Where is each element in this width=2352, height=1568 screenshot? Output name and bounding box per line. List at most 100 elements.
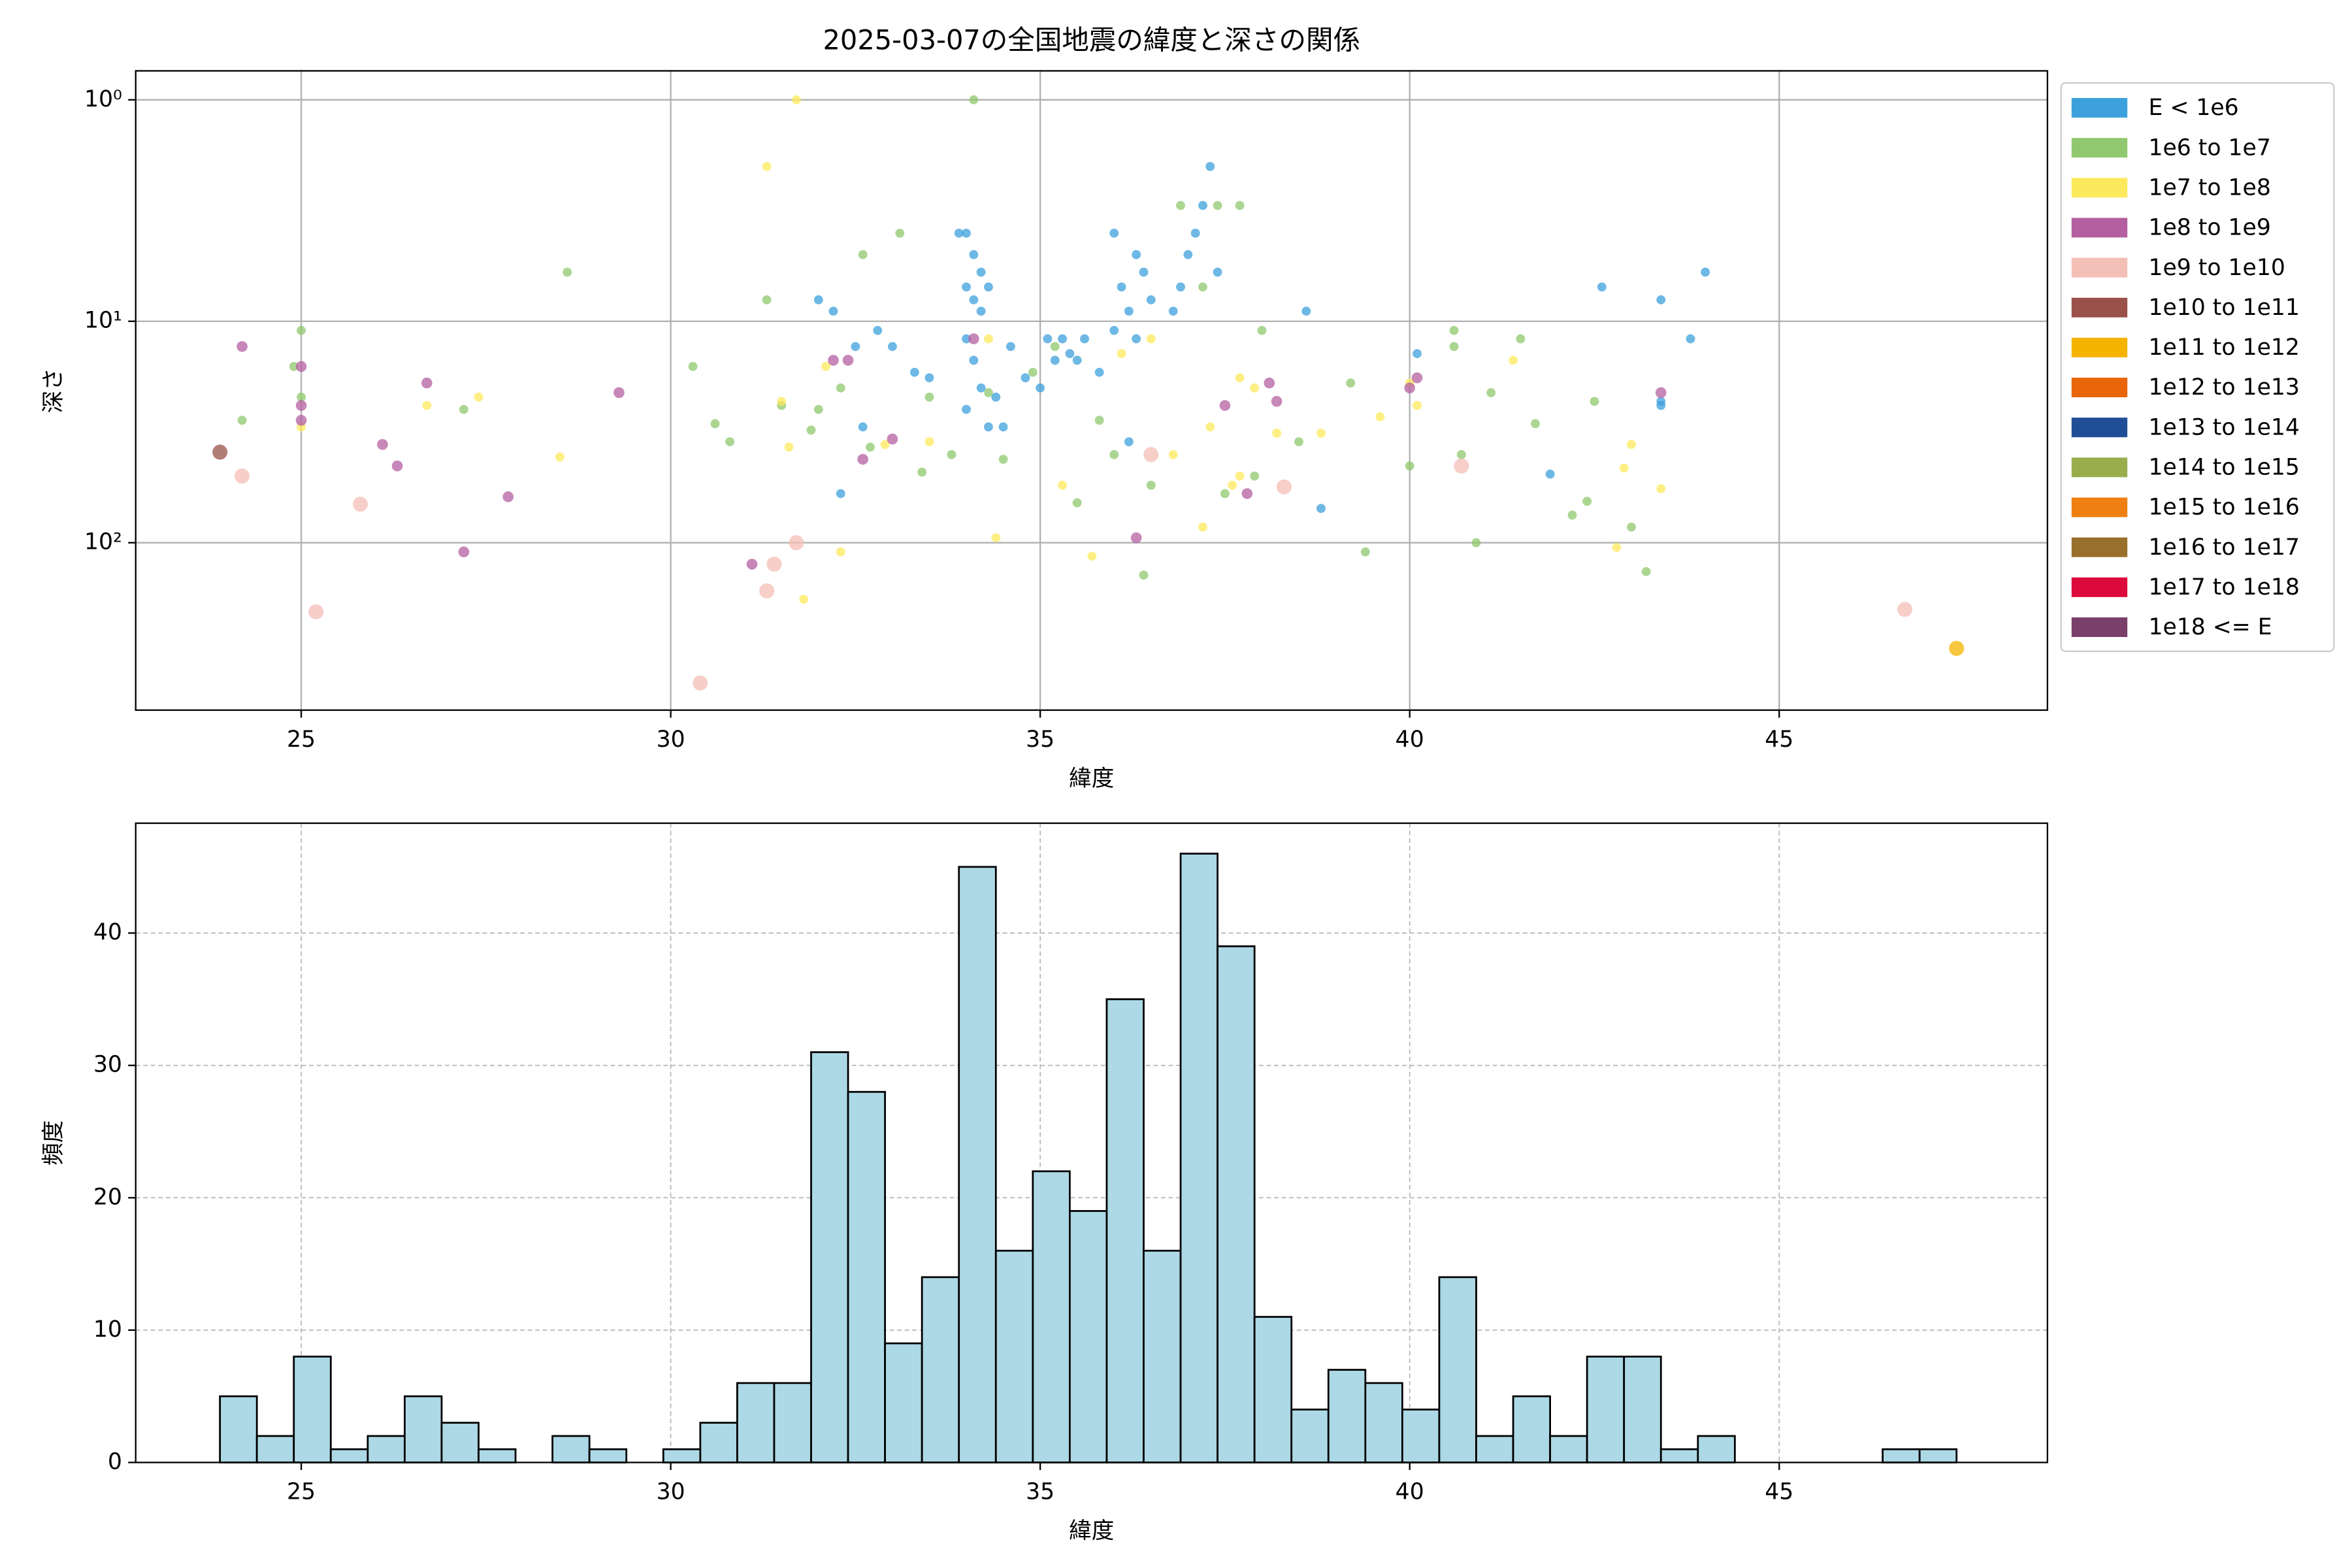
scatter-point <box>976 267 986 277</box>
legend-label: 1e13 to 1e14 <box>2148 414 2299 440</box>
scatter-point <box>998 422 1008 432</box>
legend-label: 1e9 to 1e10 <box>2148 255 2285 281</box>
x-tick-label: 35 <box>1026 1479 1054 1505</box>
scatter-point <box>789 535 804 551</box>
scatter-point <box>1198 522 1207 532</box>
scatter-point <box>1509 355 1518 365</box>
scatter-point <box>1619 463 1629 473</box>
scatter-point <box>984 422 993 432</box>
legend-label: 1e17 to 1e18 <box>2148 574 2299 600</box>
legend-swatch <box>2071 378 2128 398</box>
scatter-point <box>1124 437 1134 447</box>
scatter-point <box>836 547 845 557</box>
scatter-point <box>1146 480 1156 490</box>
scatter-point <box>1235 471 1245 481</box>
x-tick-label: 40 <box>1396 727 1424 753</box>
scatter-point <box>746 559 758 570</box>
y-tick-label: 20 <box>93 1184 122 1210</box>
scatter-point <box>1627 522 1636 532</box>
histogram-bar <box>1290 1409 1330 1463</box>
scatter-point <box>976 306 986 316</box>
scatter-point <box>880 440 890 449</box>
scatter-point <box>1241 488 1253 499</box>
scatter-point <box>1271 396 1282 407</box>
scatter-point <box>1250 471 1260 481</box>
scatter-point <box>353 497 368 512</box>
scatter-point <box>1058 334 1068 344</box>
legend-label: 1e11 to 1e12 <box>2148 335 2299 361</box>
scatter-point <box>308 604 324 619</box>
histogram-bar <box>1882 1448 1921 1463</box>
scatter-point <box>1124 306 1134 316</box>
scatter-point <box>1043 334 1053 344</box>
scatter-point <box>1205 161 1215 171</box>
legend-label: 1e12 to 1e13 <box>2148 374 2299 400</box>
scatter-point <box>1257 325 1267 335</box>
y-tick-label: 40 <box>93 919 122 945</box>
scatter-point <box>1117 282 1126 292</box>
histogram-bar <box>1623 1356 1662 1463</box>
scatter-point <box>502 491 514 502</box>
scatter-point <box>1655 387 1667 399</box>
chart-title: 2025-03-07の全国地震の緯度と深さの関係 <box>823 24 1361 56</box>
scatter-point <box>836 383 845 393</box>
histogram-bar <box>1327 1369 1367 1463</box>
scatter-point <box>297 325 306 335</box>
y-tick-label: 30 <box>93 1052 122 1078</box>
scatter-point <box>947 449 956 459</box>
scatter-point <box>295 400 307 411</box>
scatter-point <box>1198 282 1207 292</box>
scatter-point <box>866 442 875 452</box>
scatter-point <box>295 361 307 372</box>
scatter-point <box>1028 367 1037 377</box>
scatter-point <box>1235 201 1245 210</box>
scatter-point <box>924 437 934 447</box>
scatter-point <box>762 161 772 171</box>
scatter-point <box>1109 449 1119 459</box>
scatter-point <box>1294 437 1303 447</box>
scatter-point <box>1346 378 1356 388</box>
y-tick-label: 10⁰ <box>84 86 122 112</box>
histogram-bar <box>293 1356 332 1463</box>
scatter-point <box>759 583 775 598</box>
scatter-point <box>969 355 979 365</box>
scatter-point <box>1139 570 1149 580</box>
x-tick-label: 40 <box>1396 1479 1424 1505</box>
legend-swatch <box>2071 218 2128 238</box>
scatter-point <box>1094 416 1104 425</box>
histogram-bar <box>440 1422 480 1463</box>
histogram-bar <box>662 1448 702 1463</box>
scatter-point <box>962 404 971 414</box>
scatter-point <box>1531 419 1540 429</box>
scatter-point <box>962 334 971 344</box>
legend-swatch <box>2071 457 2128 478</box>
scatter-point <box>888 342 897 351</box>
histogram-bar <box>958 866 997 1463</box>
scatter-point <box>828 355 839 366</box>
scatter-point <box>235 468 250 484</box>
scatter-point <box>1176 282 1185 292</box>
scatter-point <box>458 546 470 558</box>
histogram-bar <box>329 1448 369 1463</box>
scatter-point <box>1228 480 1237 490</box>
histogram-bar <box>588 1448 628 1463</box>
scatter-point <box>976 383 986 393</box>
scatter-point <box>1213 267 1222 277</box>
scatter-point <box>857 453 869 465</box>
histogram-bar <box>219 1395 258 1463</box>
scatter-point <box>828 306 838 316</box>
scatter-point <box>1375 412 1385 421</box>
histogram-bar <box>551 1435 591 1463</box>
scatter-point <box>1449 325 1459 335</box>
scatter-point <box>1641 566 1651 576</box>
legend-swatch <box>2071 297 2128 318</box>
scatter-point <box>1132 250 1141 259</box>
legend-label: 1e8 to 1e9 <box>2148 215 2270 241</box>
histogram-bar <box>1549 1435 1588 1463</box>
histogram-bar <box>1438 1276 1477 1463</box>
histogram-bar <box>1475 1435 1514 1463</box>
scatter-point <box>725 437 735 447</box>
histogram-bar <box>1659 1448 1699 1463</box>
scatter-point <box>1050 342 1060 351</box>
y-axis-label: 頻度 <box>41 1120 67 1166</box>
